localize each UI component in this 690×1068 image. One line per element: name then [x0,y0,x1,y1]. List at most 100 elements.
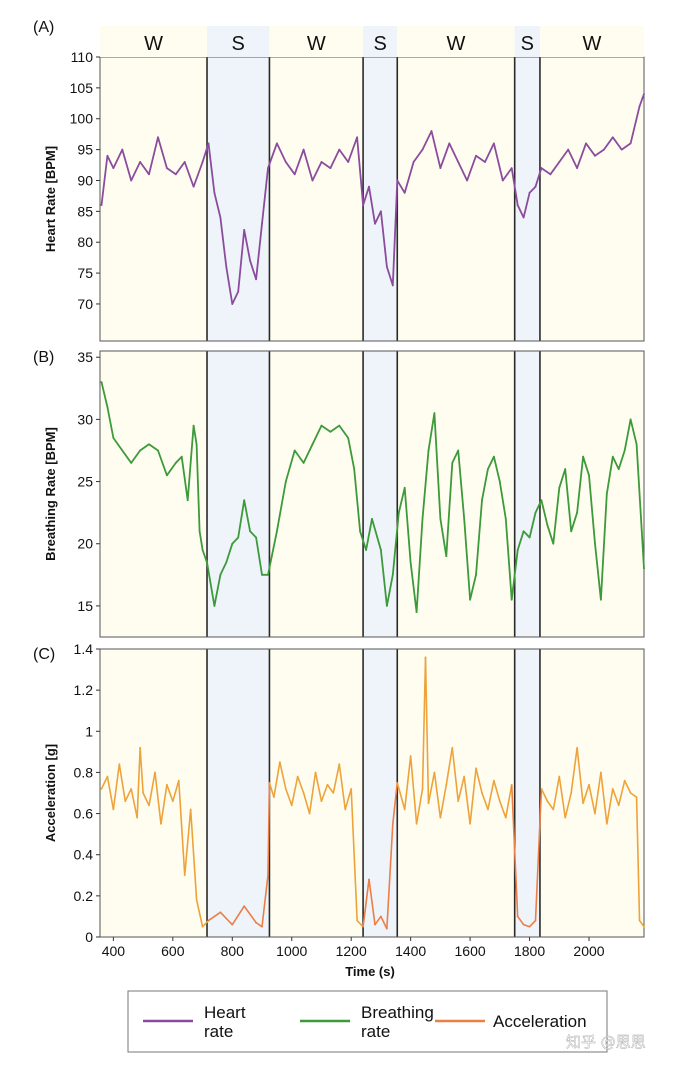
acceleration-segment [582,784,590,804]
data-point [594,154,596,157]
data-point [638,105,641,108]
data-point [599,771,602,774]
data-point [124,800,127,803]
data-point [106,406,109,408]
data-point [638,919,641,922]
data-point [347,437,350,439]
data-point [385,266,388,268]
data-point [255,536,257,539]
data-point [445,555,448,558]
acceleration-segment [380,916,388,930]
acceleration-segment [255,921,263,928]
data-point [528,536,531,539]
data-point [558,486,561,489]
state-header-band [514,26,540,57]
data-point [100,204,103,207]
data-point [237,536,240,539]
acceleration-segment [290,776,299,806]
acceleration-segment [112,764,121,810]
y-tick-label: 35 [77,349,93,365]
sleep-band [363,649,398,937]
data-point [219,216,222,219]
acceleration-segment [118,764,127,802]
data-point [576,167,579,170]
acceleration-segment [415,788,424,824]
acceleration-segment [106,776,115,810]
data-point [534,919,537,922]
data-point [588,474,590,477]
x-tick-label: 1600 [455,943,486,959]
data-point [338,763,341,766]
data-point [643,93,645,95]
y-axis-label: Heart Rate [BPM] [43,146,58,252]
data-point [368,185,370,188]
data-point [112,437,115,439]
data-point [374,923,376,926]
acceleration-segment [243,905,257,924]
data-point [130,787,133,790]
acceleration-segment [424,657,430,804]
data-point [403,808,406,811]
data-point [433,771,436,774]
y-tick-label: 0.8 [74,764,94,780]
wake-band [100,57,208,341]
panel-heart-rate: 110 105 100 95 90 85 80 75 70 Heart Rate [BPM] (A)… [33,19,645,342]
data-point [516,915,519,918]
acceleration-segment [296,776,305,794]
data-point [308,812,311,815]
data-point [504,816,507,819]
y-tick-label: 100 [70,111,94,127]
state-header-band [100,26,208,57]
data-point [380,210,382,213]
acceleration-segment [594,772,602,814]
acceleration-segment [457,776,465,802]
data-point [457,449,460,452]
y-tick-label: 0.6 [74,806,94,822]
data-point [157,449,159,452]
acceleration-segment [546,800,554,810]
acceleration-segment [463,776,471,824]
data-point [385,927,388,930]
data-point [522,923,525,926]
data-point [469,598,471,601]
acceleration-segment [374,915,382,926]
data-point [180,455,183,458]
state-label: S [521,33,534,55]
data-point [267,573,269,576]
panel-tag: (B) [33,349,54,366]
data-point [201,161,204,163]
data-point [231,303,234,305]
acceleration-segment [130,788,138,818]
data-point [558,161,561,163]
x-axis-label: Time (s) [345,964,395,979]
data-point [546,800,549,803]
data-point [320,424,323,427]
data-point [594,812,596,815]
data-point [311,443,314,446]
data-point [391,822,394,825]
data-point [439,167,442,170]
acceleration-segment [635,797,641,921]
data-point [255,278,257,281]
acceleration-segment [268,782,275,798]
data-point [100,381,103,383]
wake-band [269,57,364,341]
acceleration-segment [350,788,358,921]
data-point [457,161,460,163]
state-label: S [232,33,245,55]
data-point [174,462,177,464]
data-point [552,808,555,811]
data-point [475,573,477,576]
state-header-band [397,26,515,57]
data-point [415,611,418,614]
data-point [139,746,142,749]
data-point [629,792,632,794]
acceleration-segment [481,792,489,810]
x-tick-label: 1200 [336,943,367,959]
data-point [617,804,620,807]
data-point [165,167,168,170]
wake-band [269,351,364,637]
acceleration-segment [267,782,271,876]
plot-frame [99,350,645,638]
